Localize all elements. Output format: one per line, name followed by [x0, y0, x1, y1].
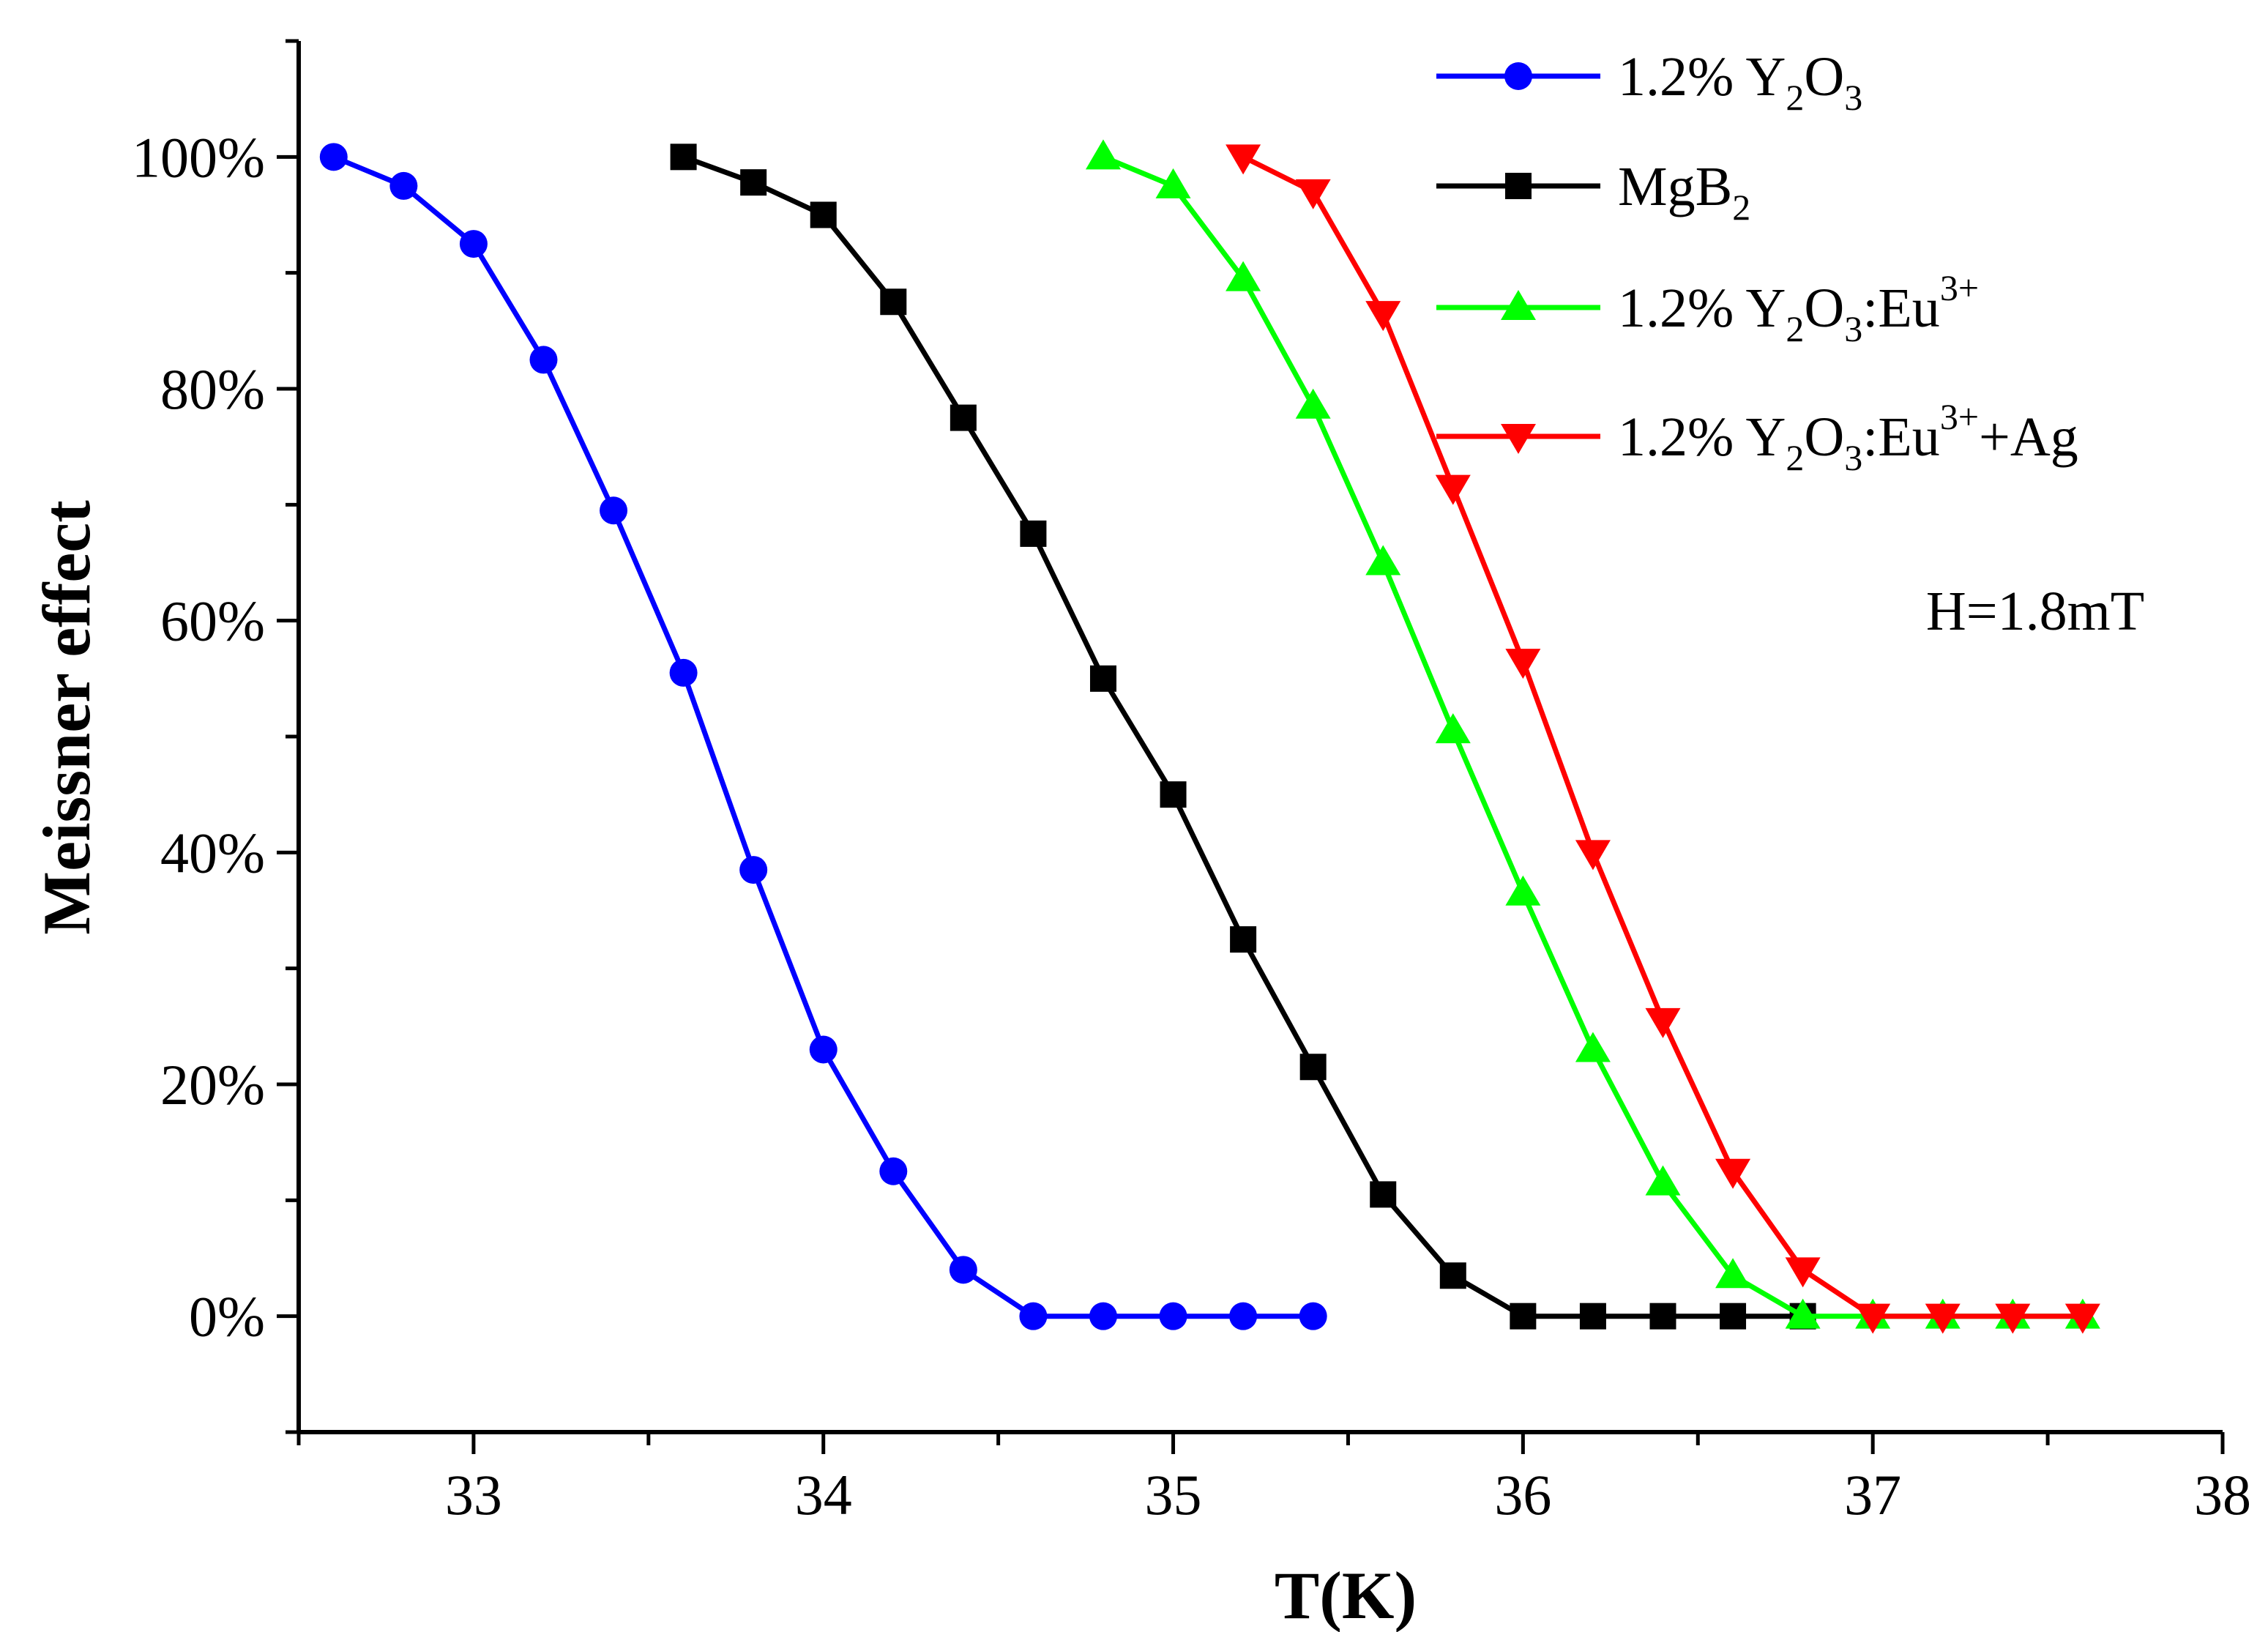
y-tick-label: 40%	[160, 821, 265, 884]
data-point	[809, 1035, 838, 1064]
data-point	[1089, 665, 1116, 692]
data-point	[1299, 1302, 1327, 1330]
data-point	[1295, 388, 1331, 419]
data-point	[1299, 1054, 1327, 1081]
legend-marker	[1501, 290, 1536, 320]
x-tick-label: 35	[1145, 1463, 1202, 1527]
data-point	[529, 346, 558, 374]
legend-label: 1.2% Y2O3:Eu3++Ag	[1618, 396, 2078, 478]
data-point	[1155, 168, 1191, 198]
data-point	[459, 230, 488, 258]
x-tick-label: 33	[445, 1463, 502, 1527]
data-point	[1645, 1165, 1681, 1196]
y-tick-label: 60%	[160, 589, 265, 653]
legend-entry-2: MgB2	[1436, 156, 1750, 228]
legend-label: 1.2% Y2O3	[1618, 46, 1862, 118]
data-point	[1720, 1303, 1747, 1330]
series-line	[332, 154, 1313, 1319]
data-point	[1575, 840, 1611, 871]
data-point	[1925, 1303, 1961, 1334]
axes-layer: 33 34 35 36 37 38 0% 20% 40% 60% 80% 100%	[132, 39, 2251, 1527]
series-2	[670, 144, 1816, 1330]
data-point	[1089, 1302, 1117, 1330]
data-point	[810, 201, 837, 228]
data-point	[1365, 301, 1401, 332]
data-point	[1785, 1257, 1821, 1288]
legend-label: 1.2% Y2O3:Eu3+	[1618, 267, 1979, 349]
data-point	[879, 1157, 908, 1185]
data-point	[1439, 1262, 1466, 1289]
data-point	[740, 169, 767, 196]
x-tick-label: 38	[2194, 1463, 2251, 1527]
data-point	[1645, 1007, 1681, 1038]
data-point	[1370, 1181, 1397, 1208]
y-axis-label: Meissner effect	[29, 500, 104, 935]
field-annotation: H=1.8mT	[1926, 581, 2144, 642]
data-point	[600, 496, 628, 525]
data-point	[1230, 926, 1257, 953]
data-point	[2064, 1303, 2100, 1334]
legend-marker	[1504, 62, 1532, 90]
legend-entry-4: 1.2% Y2O3:Eu3++Ag	[1436, 396, 2078, 478]
data-point	[319, 143, 348, 171]
data-point	[670, 144, 697, 171]
legend-marker	[1505, 173, 1532, 199]
data-point	[389, 171, 418, 200]
data-point	[1785, 1298, 1821, 1329]
data-point	[739, 856, 768, 884]
data-point	[1020, 520, 1047, 547]
x-tick-label: 36	[1494, 1463, 1551, 1527]
x-tick-label: 34	[795, 1463, 852, 1527]
data-point	[1510, 1303, 1537, 1330]
data-point	[1715, 1258, 1751, 1289]
legend: 1.2% Y2O3 MgB2 1.2% Y2O3:Eu3+ 1.2% Y2O3:Eu3…	[1436, 46, 2078, 478]
data-point	[1159, 1302, 1187, 1330]
legend-entry-1: 1.2% Y2O3	[1436, 46, 1862, 118]
data-point	[1365, 545, 1401, 575]
data-point	[1019, 1302, 1048, 1330]
data-point	[1505, 649, 1541, 679]
data-point	[950, 404, 977, 431]
legend-marker	[1501, 424, 1536, 454]
data-point	[669, 658, 698, 687]
data-point	[1435, 713, 1471, 744]
y-tick-label: 20%	[160, 1053, 265, 1117]
series-1	[319, 143, 1327, 1330]
data-point	[1226, 144, 1261, 175]
data-point	[1295, 179, 1331, 209]
data-point	[1575, 1032, 1611, 1062]
data-point	[1715, 1158, 1751, 1189]
data-point	[1995, 1303, 2031, 1334]
legend-label: MgB2	[1618, 156, 1750, 228]
data-point	[949, 1256, 977, 1284]
data-point	[1649, 1303, 1676, 1330]
data-point	[1160, 781, 1187, 808]
data-point	[1579, 1303, 1606, 1330]
data-point	[1085, 139, 1121, 170]
series-4	[1226, 144, 2100, 1334]
x-axis-label: T(K)	[1275, 1558, 1417, 1632]
data-point	[1505, 875, 1541, 906]
data-point	[1229, 1302, 1258, 1330]
y-tick-label: 100%	[132, 125, 265, 189]
data-point	[1435, 474, 1471, 505]
data-point	[1226, 261, 1261, 291]
series-layer	[319, 139, 2100, 1334]
legend-entry-3: 1.2% Y2O3:Eu3+	[1436, 267, 1979, 349]
y-tick-label: 80%	[160, 357, 265, 421]
data-point	[880, 288, 907, 316]
y-tick-label: 0%	[189, 1285, 265, 1349]
data-point	[1855, 1303, 1891, 1334]
series-3	[1085, 139, 2100, 1329]
x-tick-label: 37	[1844, 1463, 1901, 1527]
